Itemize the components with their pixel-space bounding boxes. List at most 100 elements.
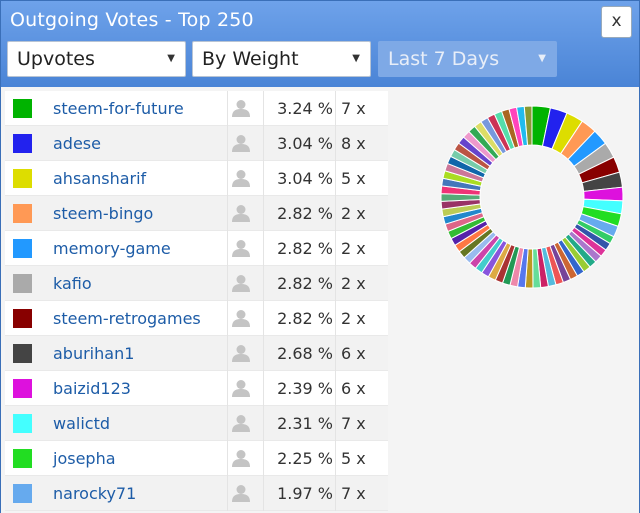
vote-count: 8 x [341,134,366,153]
user-icon [231,448,251,468]
table-row[interactable]: steem-bingo 2.82 % 2 x [5,196,388,231]
table-row[interactable]: adese 3.04 % 8 x [5,126,388,161]
color-swatch [13,239,32,258]
column-divider [227,231,228,266]
vote-percent: 3.24 % [277,99,333,118]
color-swatch [13,169,32,188]
user-icon [231,273,251,293]
vote-percent: 2.31 % [277,414,333,433]
user-icon [231,98,251,118]
voter-name-link[interactable]: josepha [53,449,116,468]
vote-percent: 2.82 % [277,239,333,258]
vote-percent: 2.82 % [277,309,333,328]
column-divider [335,371,336,406]
vote-count: 5 x [341,449,366,468]
vote-percent: 2.82 % [277,204,333,223]
table-row[interactable]: aburihan1 2.68 % 6 x [5,336,388,371]
column-divider [335,91,336,126]
user-icon [231,168,251,188]
user-icon [231,308,251,328]
column-divider [227,301,228,336]
voter-name-link[interactable]: narocky71 [53,484,137,503]
period-value: Last 7 Days [388,48,500,70]
table-row[interactable]: baizid123 2.39 % 6 x [5,371,388,406]
vote-count: 2 x [341,274,366,293]
voter-name-link[interactable]: baizid123 [53,379,131,398]
vote-percent: 2.82 % [277,274,333,293]
window-title: Outgoing Votes - Top 250 [10,9,254,31]
column-divider [263,476,264,511]
voter-name-link[interactable]: memory-game [53,239,171,258]
column-divider [227,371,228,406]
period-select: Last 7 Days ▼ [378,41,557,77]
color-swatch [13,204,32,223]
table-row[interactable]: steem-retrogames 2.82 % 2 x [5,301,388,336]
table-row[interactable]: walictd 2.31 % 7 x [5,406,388,441]
column-divider [263,441,264,476]
table-row[interactable]: kafio 2.82 % 2 x [5,266,388,301]
table-row[interactable]: memory-game 2.82 % 2 x [5,231,388,266]
column-divider [335,126,336,161]
user-icon [231,378,251,398]
vote-percent: 2.39 % [277,379,333,398]
voter-name-link[interactable]: ahsansharif [53,169,147,188]
table-row[interactable]: steem-for-future 3.24 % 7 x [5,91,388,126]
column-divider [263,91,264,126]
voter-name-link[interactable]: walictd [53,414,111,433]
voter-name-link[interactable]: adese [53,134,101,153]
voter-name-link[interactable]: aburihan1 [53,344,135,363]
user-icon [231,133,251,153]
table-row[interactable]: josepha 2.25 % 5 x [5,441,388,476]
column-divider [263,161,264,196]
column-divider [335,161,336,196]
vote-count: 2 x [341,309,366,328]
color-swatch [13,274,32,293]
vote-count: 5 x [341,169,366,188]
voter-name-link[interactable]: steem-for-future [53,99,184,118]
user-icon [231,413,251,433]
vote-type-select[interactable]: Upvotes ▼ [7,41,186,77]
voter-name-link[interactable]: steem-retrogames [53,309,201,328]
close-button[interactable]: x [601,6,632,38]
user-icon [231,343,251,363]
column-divider [263,336,264,371]
table-row[interactable]: ahsansharif 3.04 % 5 x [5,161,388,196]
color-swatch [13,99,32,118]
column-divider [227,126,228,161]
column-divider [335,476,336,511]
voter-name-link[interactable]: kafio [53,274,92,293]
chevron-down-icon: ▼ [538,53,546,64]
vote-count: 2 x [341,239,366,258]
column-divider [335,336,336,371]
sort-value: By Weight [202,48,299,70]
column-divider [263,406,264,441]
column-divider [263,266,264,301]
column-divider [227,196,228,231]
vote-percent: 3.04 % [277,134,333,153]
column-divider [335,301,336,336]
color-swatch [13,484,32,503]
vote-count: 6 x [341,344,366,363]
donut-slice-other[interactable] [523,105,533,146]
vote-percent: 1.97 % [277,484,333,503]
column-divider [263,196,264,231]
column-divider [335,441,336,476]
vote-count: 7 x [341,484,366,503]
column-divider [263,371,264,406]
vote-type-value: Upvotes [17,48,95,70]
table-row[interactable]: narocky71 1.97 % 7 x [5,476,388,511]
user-icon [231,483,251,503]
voter-name-link[interactable]: steem-bingo [53,204,154,223]
sort-select[interactable]: By Weight ▼ [192,41,371,77]
user-icon [231,238,251,258]
chevron-down-icon: ▼ [167,53,175,64]
vote-count: 7 x [341,414,366,433]
vote-count: 7 x [341,99,366,118]
column-divider [335,266,336,301]
column-divider [227,441,228,476]
column-divider [263,301,264,336]
column-divider [227,266,228,301]
